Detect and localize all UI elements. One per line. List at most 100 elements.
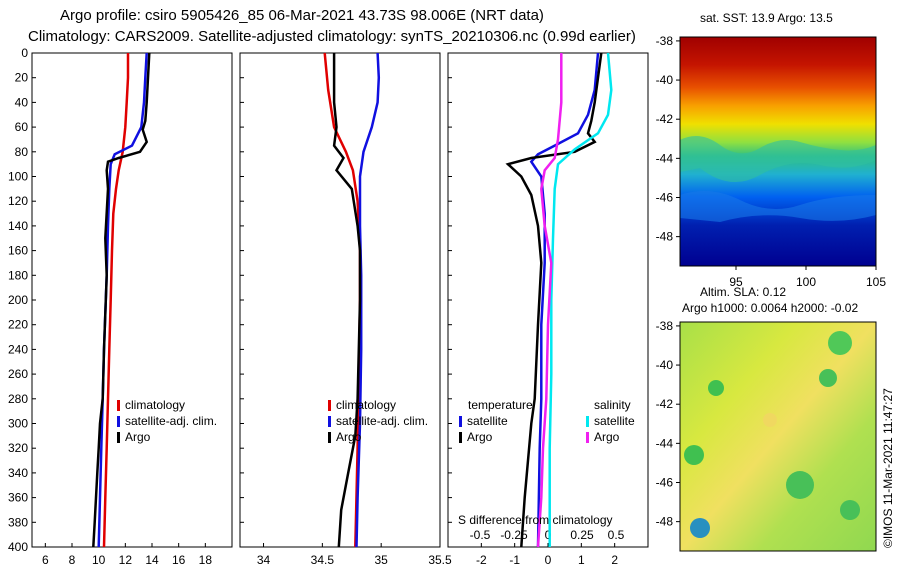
- sst-map-axes: -38 -40 -42 -44 -46 -48 95 100 105: [656, 34, 887, 289]
- depth-tick-label: 340: [8, 466, 28, 480]
- x-tick-label: 2: [611, 553, 618, 567]
- map-x-tick-label: 95: [729, 275, 743, 289]
- map-y-tick-label: -46: [656, 190, 674, 204]
- x-tick-label: 8: [69, 553, 76, 567]
- series-line-salinity-argo: [536, 53, 563, 548]
- x-tick-label: 1: [578, 553, 585, 567]
- map-x-tick-label: 100: [796, 275, 816, 289]
- secondary-x-tick-label: 0.25: [570, 528, 594, 542]
- sla-map-frame: [679, 321, 877, 552]
- map-y-tick-label: -42: [656, 112, 674, 126]
- map-y-tick-label: -48: [656, 515, 674, 529]
- depth-tick-label: 60: [15, 120, 29, 134]
- sla-eddy-1: [708, 380, 724, 396]
- x-tick-label: 18: [199, 553, 213, 567]
- secondary-x-tick-label: 0: [545, 528, 552, 542]
- depth-tick-label: 20: [15, 71, 29, 85]
- legend-swatch-satellite: [328, 416, 331, 427]
- sst-map: [679, 36, 877, 267]
- secondary-x-tick-label: -0.25: [500, 528, 528, 542]
- x-tick-label: 10: [92, 553, 106, 567]
- map-y-tick-label: -38: [656, 319, 674, 333]
- x-tick-label: 12: [119, 553, 133, 567]
- legend-label-argo: Argo: [125, 430, 151, 444]
- legend-label-satellite: satellite-adj. clim.: [336, 414, 428, 428]
- watermark: ©IMOS 11-Mar-2021 11:47:27: [881, 388, 895, 548]
- secondary-x-tick-label: -0.5: [470, 528, 491, 542]
- map-y-tick-label: -38: [656, 34, 674, 48]
- sla-map-axes: -38 -40 -42 -44 -46 -48: [656, 319, 680, 529]
- legend-label-satellite: satellite-adj. clim.: [125, 414, 217, 428]
- x-tick-label: 16: [172, 553, 186, 567]
- legend-label-climatology: climatology: [125, 398, 185, 412]
- map-y-tick-label: -44: [656, 436, 674, 450]
- sla-eddy-6: [763, 413, 777, 427]
- plot-frame: [447, 52, 649, 548]
- legend-swatch-argo: [117, 432, 120, 443]
- plot-frame: [239, 52, 441, 548]
- sla-eddy-3: [828, 331, 852, 355]
- series-line-argo: [332, 53, 362, 548]
- legend-swatch-climatology: [328, 400, 331, 411]
- legend-swatch-climatology: [117, 400, 120, 411]
- map-x-tick-label: 105: [866, 275, 886, 289]
- legend-swatch-sal-argo: [586, 432, 589, 443]
- legend-swatch-temp-satellite: [459, 416, 462, 427]
- legend-label-sal-satellite: satellite: [594, 414, 635, 428]
- sla-map-title-line2: Argo h1000: 0.0064 h2000: -0.02: [682, 301, 858, 315]
- depth-tick-label: 300: [8, 417, 28, 431]
- legend-swatch-temp-argo: [459, 432, 462, 443]
- sla-eddy-8: [840, 500, 860, 520]
- depth-tick-label: 200: [8, 293, 28, 307]
- legend-label-temp-satellite: satellite: [467, 414, 508, 428]
- legend-heading-salinity: salinity: [594, 398, 631, 412]
- depth-tick-label: 80: [15, 145, 29, 159]
- x-tick-label: 34: [257, 553, 271, 567]
- figure-title-line2: Climatology: CARS2009. Satellite-adjuste…: [28, 28, 636, 45]
- map-y-tick-label: -42: [656, 397, 674, 411]
- series-line-satellite-adj-clim-: [97, 52, 148, 548]
- depth-tick-label: 100: [8, 170, 28, 184]
- depth-tick-label: 280: [8, 392, 28, 406]
- depth-tick-label: 360: [8, 491, 28, 505]
- series-line-salinity-satellite: [548, 52, 613, 547]
- x-tick-label: 0: [545, 553, 552, 567]
- depth-tick-label: 120: [8, 194, 28, 208]
- series-line-climatology: [102, 53, 130, 548]
- sla-map-title-line1: Altim. SLA: 0.12: [700, 285, 786, 299]
- depth-tick-label: 260: [8, 367, 28, 381]
- plot-frame: [31, 52, 233, 548]
- x-tick-label: 14: [145, 553, 159, 567]
- legend-swatch-satellite: [117, 416, 120, 427]
- series-line-temperature-argo: [505, 52, 603, 548]
- sst-eddy-band: [680, 191, 876, 222]
- x-tick-label: -2: [476, 553, 487, 567]
- salinity-profile-panel: 34 34.5 35 35.5: [239, 52, 452, 567]
- depth-tick-label: 320: [8, 441, 28, 455]
- x-tick-label: 34.5: [311, 553, 335, 567]
- depth-tick-label: 240: [8, 342, 28, 356]
- legend-label-climatology: climatology: [336, 398, 396, 412]
- secondary-x-tick-label: 0.5: [608, 528, 625, 542]
- difference-legend: temperature satellite Argo salinity sate…: [458, 398, 635, 527]
- map-y-tick-label: -40: [656, 73, 674, 87]
- depth-axis: 0 20 40 60 80 100 120 140 160 180 200 220 240 260 280 3…: [8, 46, 28, 554]
- x-tick-label: -1: [509, 553, 520, 567]
- sla-map: [679, 321, 877, 552]
- map-y-tick-label: -40: [656, 358, 674, 372]
- x-tick-label: 6: [42, 553, 49, 567]
- legend-label-sal-argo: Argo: [594, 430, 620, 444]
- x-tick-label: 35: [374, 553, 388, 567]
- map-y-tick-label: -48: [656, 230, 674, 244]
- depth-tick-label: 180: [8, 268, 28, 282]
- depth-tick-label: 40: [15, 95, 29, 109]
- x-tick-label: 35.5: [428, 553, 452, 567]
- legend-label-temp-argo: Argo: [467, 430, 493, 444]
- depth-tick-label: 0: [21, 46, 28, 60]
- difference-axis-label: S difference from climatology: [458, 513, 613, 527]
- legend-heading-temperature: temperature: [468, 398, 533, 412]
- sla-eddy-4: [786, 471, 814, 499]
- series-line-argo: [92, 52, 151, 548]
